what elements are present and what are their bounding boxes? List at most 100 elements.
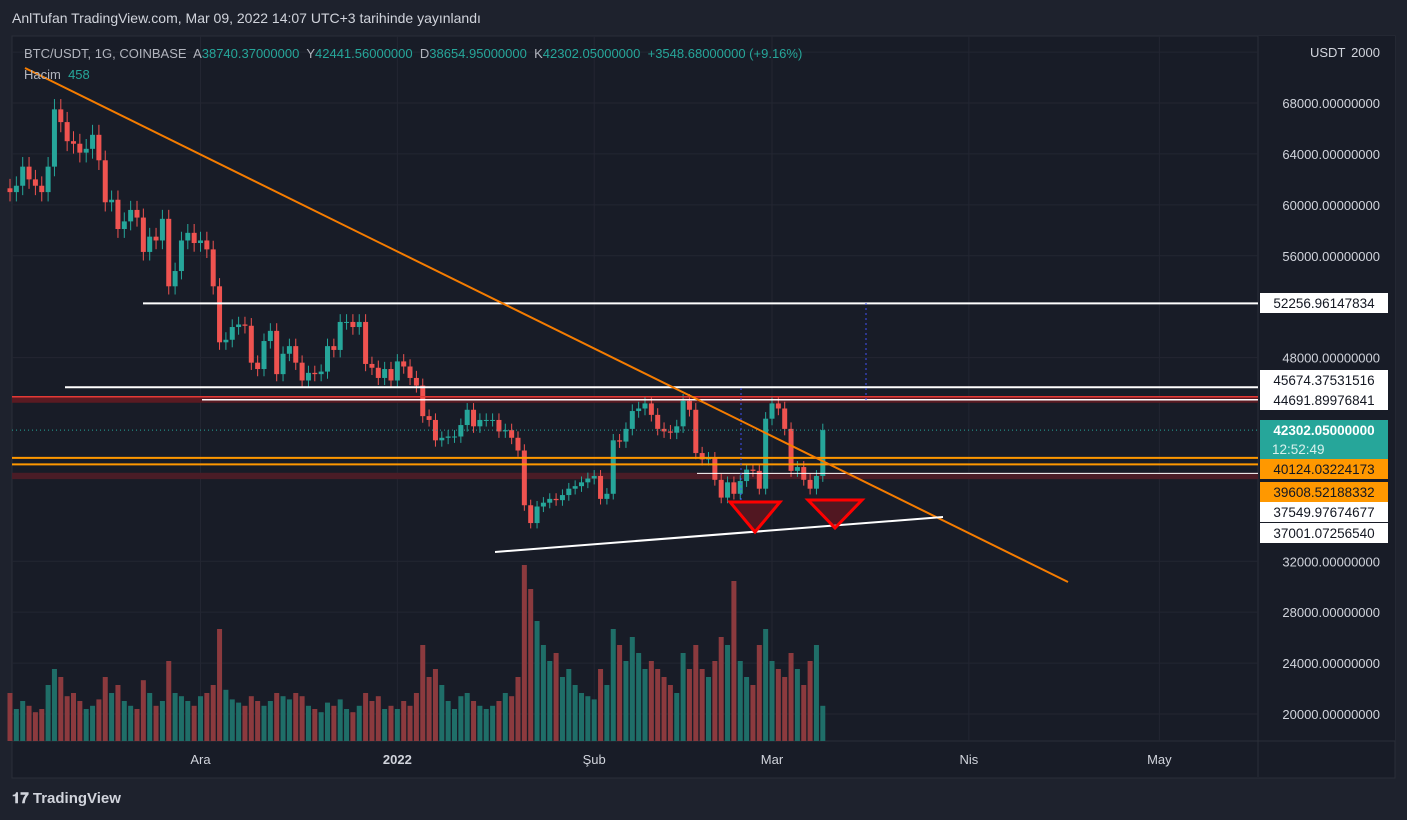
volume-bar [680, 653, 686, 741]
volume-bar [350, 712, 356, 741]
volume-bar [51, 669, 57, 741]
volume-bar [147, 693, 153, 741]
volume-bar [464, 693, 470, 741]
volume-bar [121, 701, 127, 741]
candle [458, 425, 464, 437]
price-label: 37001.07256540 [1273, 526, 1374, 541]
candle [750, 469, 756, 471]
candle [553, 498, 559, 501]
candle [210, 249, 216, 287]
candle [236, 324, 242, 328]
volume-bar [318, 712, 324, 741]
support-band [12, 472, 1258, 480]
candle [699, 453, 705, 460]
volume-bar [312, 709, 318, 741]
candle [96, 134, 102, 161]
candle [64, 122, 70, 142]
candle [51, 109, 57, 167]
y-tick-label: 56000.00000000 [1282, 249, 1380, 264]
symbol: BTC/USDT, 1G, COINBASE [24, 46, 187, 61]
currency-label: USDT [1310, 45, 1345, 60]
candle [712, 458, 718, 480]
volume-bar [674, 693, 680, 741]
volume-bar [598, 669, 604, 741]
candle [483, 419, 489, 421]
candle [718, 479, 724, 498]
candle [185, 232, 191, 241]
candle [147, 236, 153, 252]
volume-bar [96, 699, 102, 741]
candle [13, 185, 19, 193]
candle [90, 134, 96, 149]
candle [820, 430, 826, 476]
volume-bar [432, 669, 438, 741]
candle [388, 369, 394, 381]
candle [439, 437, 445, 441]
volume-bar [521, 565, 527, 741]
candle [534, 506, 540, 524]
volume-bar [20, 701, 26, 741]
candle [293, 346, 299, 363]
x-tick-label: Ara [190, 752, 211, 767]
volume-bar [71, 693, 76, 741]
candle [693, 409, 699, 454]
volume-bar [102, 677, 108, 741]
volume-bar [140, 680, 146, 741]
candle [648, 403, 654, 415]
volume-bar [248, 696, 254, 741]
candle [731, 482, 737, 494]
y-tick-label: 72000 [1344, 45, 1380, 60]
volume-bar [731, 581, 737, 741]
candle [242, 324, 248, 326]
candle [198, 240, 203, 244]
price-label: 40124.03224173 [1273, 462, 1374, 477]
volume-bar [471, 701, 477, 741]
candle [432, 419, 438, 441]
candle [585, 478, 591, 483]
y-tick-label: 24000.00000000 [1282, 656, 1380, 671]
price-label: 52256.96147834 [1273, 296, 1375, 311]
y-tick-label: 32000.00000000 [1282, 554, 1380, 569]
volume-bar [90, 705, 96, 741]
candle [223, 339, 229, 343]
candle [102, 160, 108, 203]
volume-bar [331, 705, 337, 741]
volume-bar [185, 701, 191, 741]
x-tick-label: Nis [959, 752, 978, 767]
volume-bar [629, 637, 635, 741]
candle [356, 321, 362, 328]
price-label: 37549.97674677 [1273, 505, 1374, 520]
candle [604, 493, 610, 499]
candle [610, 440, 616, 494]
price-label: 45674.37531516 [1273, 373, 1374, 388]
candle [7, 188, 13, 193]
volume-bar [509, 696, 515, 741]
volume-bar [369, 701, 375, 741]
price-label: 39608.52188332 [1273, 485, 1374, 500]
candle [807, 479, 813, 489]
volume-bar [445, 701, 451, 741]
price-label-box [1260, 502, 1388, 522]
volume-bar [534, 621, 540, 741]
candle [407, 366, 413, 378]
volume-bar [490, 705, 496, 741]
price-label-box [1260, 390, 1388, 410]
volume-bar [166, 661, 172, 741]
candle [725, 482, 731, 498]
volume-bar [655, 669, 661, 741]
volume-bar [540, 645, 546, 741]
volume-bar [109, 693, 115, 741]
volume-bar [204, 693, 210, 741]
volume-bar [502, 693, 508, 741]
candle [559, 495, 565, 501]
volume-bar [13, 709, 19, 741]
candle [686, 400, 692, 410]
volume-bar [756, 645, 762, 741]
candle [490, 419, 496, 421]
volume-bar [642, 669, 648, 741]
volume-bar [261, 705, 267, 741]
candle [382, 369, 388, 378]
candle [331, 346, 337, 350]
triangle-marker [804, 498, 866, 531]
